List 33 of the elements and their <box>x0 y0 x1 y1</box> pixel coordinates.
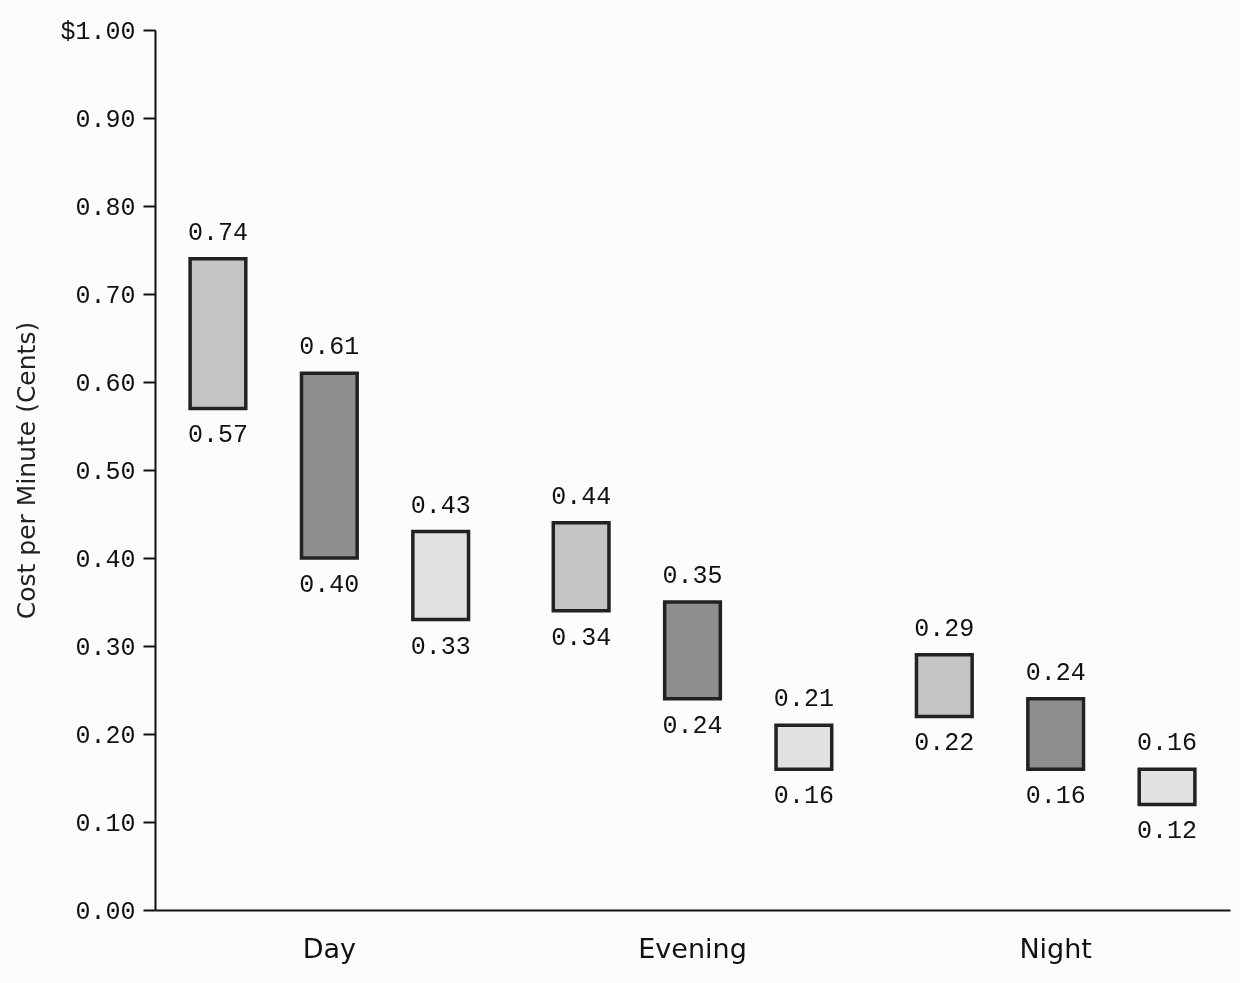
x-tick-label: Night <box>1019 932 1092 964</box>
y-tick-label: 0.40 <box>75 545 136 575</box>
annotation: 0.16 <box>1137 729 1198 759</box>
x-tick-label: Day <box>302 932 356 964</box>
annotation: 0.74 <box>187 218 248 248</box>
y-tick-label: 0.10 <box>75 809 136 839</box>
annotation: 0.24 <box>662 711 723 741</box>
y-tick-label: 0.60 <box>75 369 136 399</box>
annotation: 0.16 <box>1025 782 1086 812</box>
y-tick-label: 0.50 <box>75 457 136 487</box>
y-tick-label: 0.20 <box>75 721 136 751</box>
y-tick-label: 0.00 <box>75 897 136 927</box>
x-tick-label: Evening <box>638 932 747 964</box>
annotation: 0.12 <box>1137 817 1198 847</box>
annotation: 0.34 <box>551 623 612 653</box>
y-tick-label: $1.00 <box>60 17 136 47</box>
y-axis-title: Cost per Minute (Cents) <box>12 321 42 620</box>
y-tick-label: 0.30 <box>75 633 136 663</box>
annotation: 0.24 <box>1025 658 1086 688</box>
annotation: 0.16 <box>773 782 834 812</box>
annotation: 0.29 <box>914 614 975 644</box>
annotation: 0.44 <box>551 482 612 512</box>
y-tick-label: 0.80 <box>75 193 136 223</box>
annotation: 0.33 <box>410 632 471 662</box>
annotation: 0.35 <box>662 562 723 591</box>
annotation: 0.61 <box>299 333 360 363</box>
annotation: 0.57 <box>187 421 248 451</box>
annotation: 0.40 <box>299 571 360 600</box>
y-tick-label: 0.70 <box>75 281 136 311</box>
annotation: 0.43 <box>410 491 471 521</box>
annotation: 0.22 <box>914 729 975 759</box>
y-tick-label: 0.90 <box>75 105 136 135</box>
annotation: 0.21 <box>773 685 834 715</box>
